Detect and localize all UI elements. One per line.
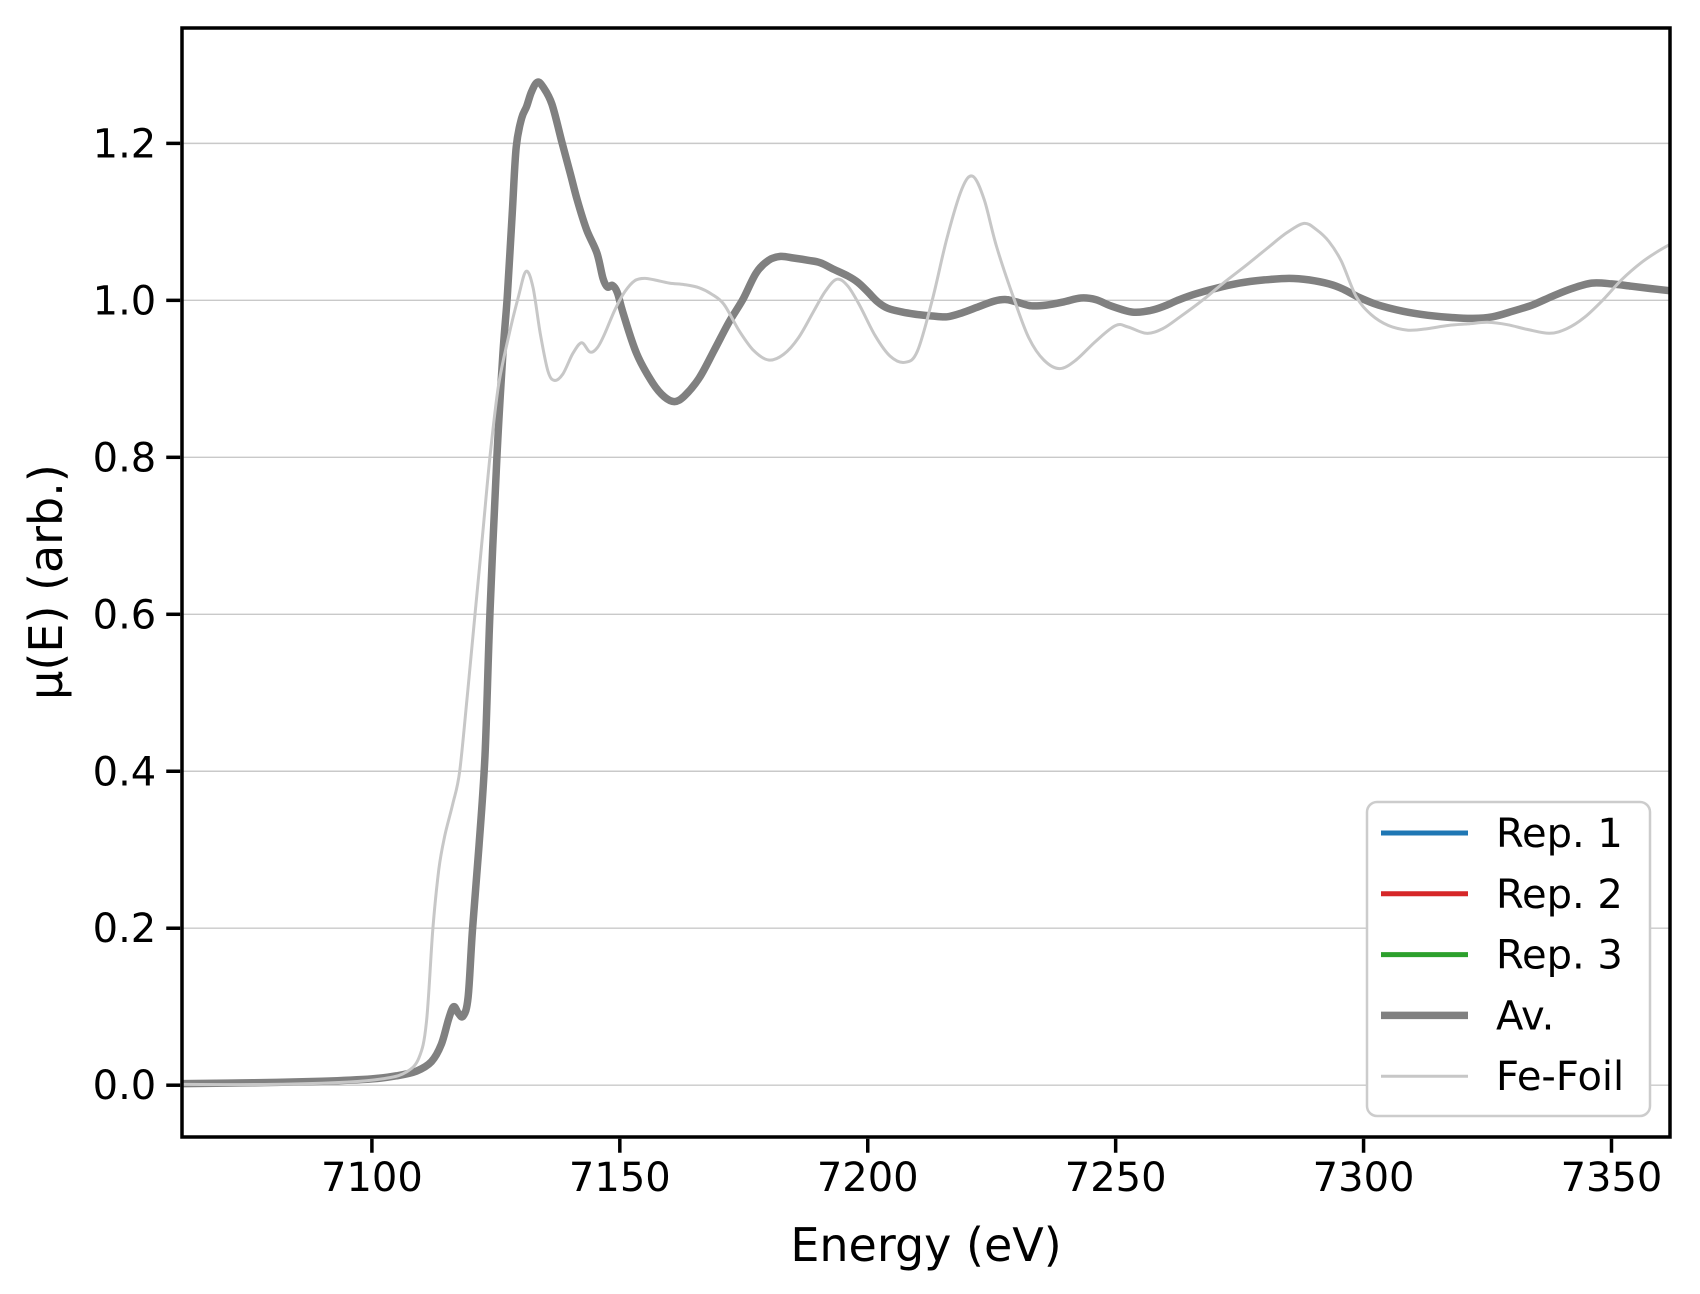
x-tick-label-7200: 7200 bbox=[817, 1155, 919, 1201]
y-tick-label-1.2: 1.2 bbox=[93, 121, 157, 167]
gridlines bbox=[182, 142, 1670, 1086]
x-axis-label: Energy (eV) bbox=[790, 1218, 1062, 1272]
y-axis-ticks: 0.0 0.2 0.4 0.6 0.8 1.0 1.2 bbox=[93, 121, 181, 1109]
legend-label-rep-2: Rep. 2 bbox=[1496, 872, 1623, 918]
series-line-fe-foil bbox=[182, 174, 1670, 1087]
y-tick-label-0.2: 0.2 bbox=[93, 906, 157, 952]
y-tick-label-0.8: 0.8 bbox=[93, 435, 157, 481]
legend-label-av: Av. bbox=[1496, 993, 1554, 1039]
y-tick-label-0.4: 0.4 bbox=[93, 749, 157, 795]
legend-label-fe-foil: Fe-Foil bbox=[1496, 1054, 1624, 1100]
x-tick-label-7100: 7100 bbox=[321, 1155, 423, 1201]
y-tick-label-0.6: 0.6 bbox=[93, 592, 157, 638]
y-tick-label-0.0: 0.0 bbox=[93, 1063, 157, 1109]
legend-label-rep-3: Rep. 3 bbox=[1496, 933, 1623, 979]
x-tick-label-7300: 7300 bbox=[1313, 1155, 1415, 1201]
curves bbox=[182, 78, 1670, 1088]
series-line-av bbox=[182, 78, 1670, 1088]
axes-spines bbox=[180, 26, 1672, 1139]
y-axis-label: μ(E) (arb.) bbox=[19, 464, 73, 700]
legend-box bbox=[1365, 800, 1652, 1118]
legend-label-rep-1: Rep. 1 bbox=[1496, 811, 1623, 857]
x-tick-label-7250: 7250 bbox=[1065, 1155, 1167, 1201]
x-axis-ticks: 7100 7150 7200 7250 7300 7350 bbox=[321, 1138, 1663, 1201]
y-tick-label-1.0: 1.0 bbox=[93, 278, 157, 324]
x-tick-label-7350: 7350 bbox=[1561, 1155, 1663, 1201]
x-tick-label-7150: 7150 bbox=[569, 1155, 671, 1201]
legend: Rep. 1 Rep. 2 Rep. 3 Av. Fe-Foil bbox=[1365, 800, 1652, 1118]
